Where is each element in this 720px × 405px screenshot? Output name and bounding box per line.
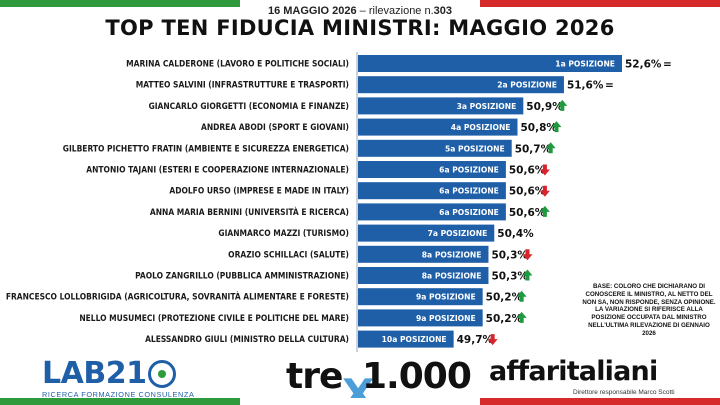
data-label: 50,9%	[526, 101, 563, 113]
bar	[358, 203, 506, 221]
category-label: ALESSANDRO GIULI (MINISTRO DELLA CULTURA…	[145, 334, 349, 344]
lab21-tagline: RICERCA FORMAZIONE CONSULENZA	[42, 390, 195, 399]
trex1000-logo: tre X 1.000	[286, 356, 472, 405]
position-label: 10a POSIZIONE	[382, 335, 447, 344]
position-label: 9a POSIZIONE	[416, 293, 476, 302]
affaritaliani-tagline: Direttore responsabile Marco Scotti	[573, 389, 675, 396]
bar	[358, 76, 564, 94]
category-label: ANDREA ABODI (SPORT E GIOVANI)	[201, 122, 349, 132]
position-label: 6a POSIZIONE	[439, 187, 499, 196]
survey-number: 303	[433, 5, 453, 17]
bar	[358, 55, 622, 72]
data-label: 50,2%	[486, 292, 523, 304]
data-label: 49,7%	[457, 334, 494, 346]
page-title: TOP TEN FIDUCIA MINISTRI: MAGGIO 2026	[105, 16, 615, 40]
affaritaliani-logo-text: affaritaliani	[489, 356, 658, 387]
data-label: 50,6%	[509, 186, 546, 198]
position-label: 6a POSIZIONE	[439, 208, 499, 217]
flag-stripe-green	[0, 0, 240, 7]
bar	[358, 288, 483, 306]
lab21-circle-icon	[148, 360, 176, 388]
category-label: ANTONIO TAJANI (ESTERI E COOPERAZIONE IN…	[86, 165, 349, 175]
trex-right-text: 1.000	[362, 356, 472, 397]
bar	[358, 139, 512, 157]
trend-down-icon	[522, 249, 533, 261]
position-label: 6a POSIZIONE	[439, 166, 499, 175]
position-label: 2a POSIZIONE	[497, 81, 557, 90]
data-label: 52,6%	[625, 59, 662, 71]
trex-left-text: tre	[286, 356, 343, 397]
position-label: 7a POSIZIONE	[428, 229, 488, 238]
category-label: ORAZIO SCHILLACI (SALUTE)	[228, 249, 349, 259]
trend-up-icon	[557, 99, 568, 111]
lab21-logo-text: LAB21	[42, 356, 147, 391]
bar	[358, 245, 489, 263]
survey-date-line: 16 MAGGIO 2026 – rilevazione n.303	[0, 5, 720, 17]
date-separator: –	[356, 5, 369, 17]
position-label: 1a POSIZIONE	[555, 60, 615, 69]
data-label: 50,3%	[491, 271, 528, 283]
category-label: ADOLFO URSO (IMPRESE E MADE IN ITALY)	[169, 186, 349, 196]
category-label: GILBERTO PICHETTO FRATIN (AMBIENTE E SIC…	[63, 143, 349, 153]
flag-stripe-white-bottom	[240, 398, 480, 405]
trend-equal-icon: =	[605, 80, 614, 92]
position-label: 9a POSIZIONE	[416, 314, 476, 323]
survey-prefix: rilevazione n.	[368, 5, 434, 17]
survey-date: 16 MAGGIO 2026	[267, 5, 357, 17]
bar	[358, 330, 454, 348]
trend-down-icon	[487, 334, 498, 346]
position-label: 5a POSIZIONE	[445, 144, 505, 153]
data-label: 51,6%	[567, 80, 604, 92]
bar	[358, 161, 506, 178]
affaritaliani-logo: affaritaliani Direttore responsabile Mar…	[489, 356, 711, 400]
ranking-bar-chart: MARINA CALDERONE (LAVORO E POLITICHE SOC…	[6, 52, 672, 352]
bar	[358, 267, 489, 284]
position-label: 8a POSIZIONE	[422, 250, 482, 259]
trend-up-icon	[539, 205, 550, 217]
data-label: 50,2%	[486, 313, 523, 325]
trend-up-icon	[516, 311, 527, 323]
flag-stripe-green-bottom	[0, 398, 240, 405]
flag-stripe-white	[240, 0, 480, 7]
lab21-logo: LAB21 RICERCA FORMAZIONE CONSULENZA	[42, 356, 195, 399]
trend-equal-icon: =	[663, 59, 672, 71]
trend-up-icon	[516, 290, 527, 302]
trend-up-icon	[545, 142, 556, 154]
data-label: 50,8%	[521, 122, 558, 134]
trend-up-icon	[522, 269, 533, 281]
data-label: 50,6%	[509, 165, 546, 177]
category-label: GIANMARCO MAZZI (TURISMO)	[218, 228, 349, 238]
data-label: 50,7%	[515, 143, 552, 155]
category-label: PAOLO ZANGRILLO (PUBBLICA AMMINISTRAZION…	[135, 271, 349, 281]
category-label: GIANCARLO GIORGETTI (ECONOMIA E FINANZE)	[149, 101, 349, 111]
position-label: 3a POSIZIONE	[457, 102, 517, 111]
data-label: 50,3%	[491, 249, 528, 261]
bar	[358, 182, 506, 200]
category-label: NELLO MUSUMECI (PROTEZIONE CIVILE E POLI…	[79, 313, 349, 323]
category-label: FRANCESCO LOLLOBRIGIDA (AGRICOLTURA, SOV…	[6, 291, 349, 302]
data-label: 50,4%	[497, 228, 534, 240]
methodology-note: BASE: COLORO CHE DICHIARANO DI CONOSCERE…	[582, 283, 716, 337]
category-label: MARINA CALDERONE (LAVORO E POLITICHE SOC…	[126, 59, 349, 69]
trend-up-icon	[551, 121, 562, 133]
bar	[358, 97, 524, 115]
trend-down-icon	[539, 164, 550, 176]
flag-stripe-red	[480, 0, 720, 7]
data-label: 50,6%	[509, 207, 546, 219]
bar	[358, 224, 495, 242]
position-label: 8a POSIZIONE	[422, 272, 482, 281]
category-label: ANNA MARIA BERNINI (UNIVERSITÀ E RICERCA…	[150, 206, 349, 217]
category-label: MATTEO SALVINI (INFRASTRUTTURE E TRASPOR…	[136, 80, 349, 90]
position-label: 4a POSIZIONE	[451, 123, 511, 132]
bar	[358, 118, 518, 136]
trend-down-icon	[539, 185, 550, 197]
flag-stripe-red-bottom	[480, 398, 720, 405]
bar	[358, 309, 483, 327]
